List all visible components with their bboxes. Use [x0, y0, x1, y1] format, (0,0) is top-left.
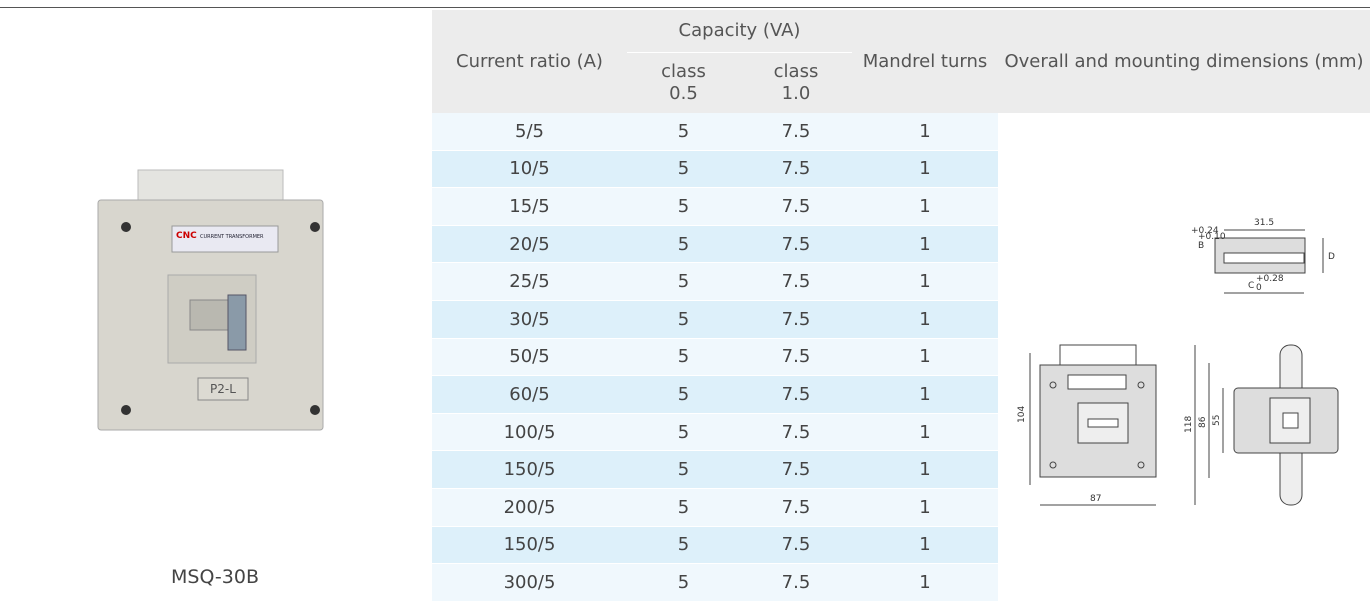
header-cell: class 1.0 [740, 52, 852, 113]
table-cell: 7.5 [740, 526, 852, 564]
dim-label: D [1328, 252, 1335, 262]
table-cell: 7.5 [740, 338, 852, 376]
header-cell: Mandrel turns [852, 10, 998, 113]
label: CURRENT TRANSFORMER [200, 234, 264, 240]
table-cell: 1 [852, 300, 998, 338]
hole [310, 222, 320, 232]
table-cell: 150/5 [432, 526, 627, 564]
table-cell: 5 [627, 413, 740, 451]
brand: CNC [176, 231, 197, 241]
table-cell: 5 [627, 338, 740, 376]
slot [1088, 419, 1118, 427]
table-cell: 20/5 [432, 225, 627, 263]
terminal-label: P2-L [210, 382, 236, 396]
table-cell: 30/5 [432, 300, 627, 338]
dim-label: B [1198, 241, 1204, 251]
table-cell: 50/5 [432, 338, 627, 376]
table-cell: 7.5 [740, 488, 852, 526]
dim-label: 118 [1184, 416, 1194, 433]
table-cell: 5 [627, 526, 740, 564]
table-cell: 1 [852, 488, 998, 526]
table-cell: 1 [852, 376, 998, 414]
header-cell: Overall and mounting dimensions (mm) [998, 10, 1370, 113]
table-cell: 7.5 [740, 150, 852, 188]
table-cell: 5 [627, 451, 740, 489]
table-cell: 1 [852, 413, 998, 451]
hole [121, 222, 131, 232]
dim-label: 86 [1198, 416, 1208, 428]
table-cell: 5 [627, 188, 740, 226]
label-plate [1068, 375, 1126, 389]
table-cell: 7.5 [740, 564, 852, 602]
table-cell: 1 [852, 188, 998, 226]
table-cell: 5/5 [432, 113, 627, 150]
table-cell: 1 [852, 338, 998, 376]
table-cell: 25/5 [432, 263, 627, 301]
table-cell: 7.5 [740, 376, 852, 414]
side-core [1283, 413, 1298, 428]
dim-label: C [1248, 281, 1254, 291]
table-cell: 1 [852, 150, 998, 188]
table-cell: 5 [627, 150, 740, 188]
table-cell: 5 [627, 488, 740, 526]
dimension-drawings: 31.5 B +0.24 +0.10 D C +0.28 0 104 87 11… [998, 113, 1370, 602]
dim-label: 31.5 [1254, 218, 1274, 228]
page: CNC CURRENT TRANSFORMER P2-L MSQ-30B Cur… [0, 0, 1370, 602]
table-cell: 7.5 [740, 413, 852, 451]
header-cell: Current ratio (A) [432, 10, 627, 113]
table-cell: 60/5 [432, 376, 627, 414]
table-cell: 7.5 [740, 225, 852, 263]
bolt [228, 295, 246, 350]
table-cell: 7.5 [740, 113, 852, 150]
dim-label: 0 [1256, 283, 1262, 293]
table-cell: 200/5 [432, 488, 627, 526]
table-cell: 5 [627, 263, 740, 301]
slot [1224, 253, 1304, 263]
table-cell: 7.5 [740, 451, 852, 489]
dim-label: 87 [1090, 494, 1101, 504]
table-cell: 7.5 [740, 300, 852, 338]
header-cell: class 0.5 [627, 52, 740, 113]
table-cell: 10/5 [432, 150, 627, 188]
table-cell: 1 [852, 526, 998, 564]
dim-label: +0.10 [1198, 232, 1226, 242]
table-cell: 300/5 [432, 564, 627, 602]
table-cell: 1 [852, 113, 998, 150]
table-cell: 150/5 [432, 451, 627, 489]
table-cell: 1 [852, 225, 998, 263]
table-cell: 1 [852, 263, 998, 301]
header-cell: Capacity (VA) [627, 10, 852, 52]
product-image: CNC CURRENT TRANSFORMER P2-L [80, 160, 340, 440]
table-cell: 7.5 [740, 263, 852, 301]
table-cell: 7.5 [740, 188, 852, 226]
hole [121, 405, 131, 415]
table-cell: 5 [627, 113, 740, 150]
table-cell: 100/5 [432, 413, 627, 451]
dim-label: 104 [1017, 406, 1027, 423]
table-cell: 5 [627, 376, 740, 414]
table-cell: 5 [627, 300, 740, 338]
table-cell: 5 [627, 564, 740, 602]
product-caption: MSQ-30B [140, 566, 290, 588]
dim-label: 55 [1212, 415, 1222, 426]
table-cell: 1 [852, 564, 998, 602]
table-cell: 5 [627, 225, 740, 263]
table-cell: 1 [852, 451, 998, 489]
top-cover [1060, 345, 1136, 367]
top-rule [0, 7, 1370, 8]
hole [310, 405, 320, 415]
table-cell: 15/5 [432, 188, 627, 226]
